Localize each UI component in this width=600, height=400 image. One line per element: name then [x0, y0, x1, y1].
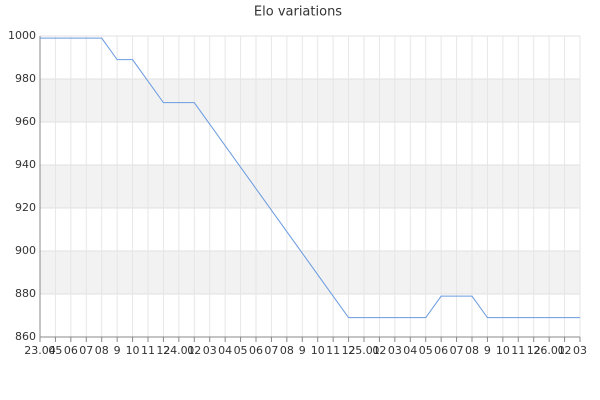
x-tick-label: 02 [372, 344, 386, 357]
x-tick-label: 25.01 [348, 344, 380, 357]
x-tick-label: 11 [141, 344, 155, 357]
x-tick-label: 10 [311, 344, 325, 357]
y-tick-label: 960 [15, 115, 36, 128]
x-tick-label: 9 [114, 344, 121, 357]
x-tick-label: 05 [419, 344, 433, 357]
line-series [40, 37, 580, 319]
grid-band [40, 79, 580, 122]
x-tick-label: 02 [187, 344, 201, 357]
x-tick-label: 9 [484, 344, 491, 357]
x-tick-label: 03 [573, 344, 587, 357]
y-tick-label: 880 [15, 287, 36, 300]
x-tick-label: 12 [527, 344, 541, 357]
x-tick-label: 04 [403, 344, 417, 357]
x-tick-label: 24.01 [163, 344, 195, 357]
x-tick-label: 04 [218, 344, 232, 357]
y-tick-label: 920 [15, 201, 36, 214]
x-tick-label: 06 [434, 344, 448, 357]
x-tick-label: 11 [326, 344, 340, 357]
x-tick-label: 03 [203, 344, 217, 357]
x-tick-label: 10 [126, 344, 140, 357]
x-tick-label: 12 [156, 344, 170, 357]
chart-title: Elo variations [254, 5, 342, 20]
x-tick-label: 06 [249, 344, 263, 357]
x-tick-label: 05 [234, 344, 248, 357]
x-tick-label: 02 [558, 344, 572, 357]
x-tick-label: 08 [280, 344, 294, 357]
y-tick-label: 860 [15, 330, 36, 343]
x-tick-label: 9 [299, 344, 306, 357]
x-tick-label: 07 [450, 344, 464, 357]
x-tick-label: 08 [465, 344, 479, 357]
x-tick-label: 12 [342, 344, 356, 357]
x-tick-label: 23.04 [24, 344, 56, 357]
x-tick-label: 08 [95, 344, 109, 357]
grid-band [40, 251, 580, 294]
x-tick-label: 07 [79, 344, 93, 357]
y-tick-label: 1000 [8, 29, 36, 42]
x-tick-label: 07 [264, 344, 278, 357]
y-tick-label: 980 [15, 72, 36, 85]
grid-band [40, 165, 580, 208]
y-tick-label: 900 [15, 244, 36, 257]
x-tick-label: 26.01 [533, 344, 565, 357]
x-tick-label: 06 [64, 344, 78, 357]
x-tick-label: 03 [388, 344, 402, 357]
y-tick-label: 940 [15, 158, 36, 171]
x-tick-label: 10 [496, 344, 510, 357]
x-tick-label: 05 [48, 344, 62, 357]
x-tick-label: 11 [511, 344, 525, 357]
